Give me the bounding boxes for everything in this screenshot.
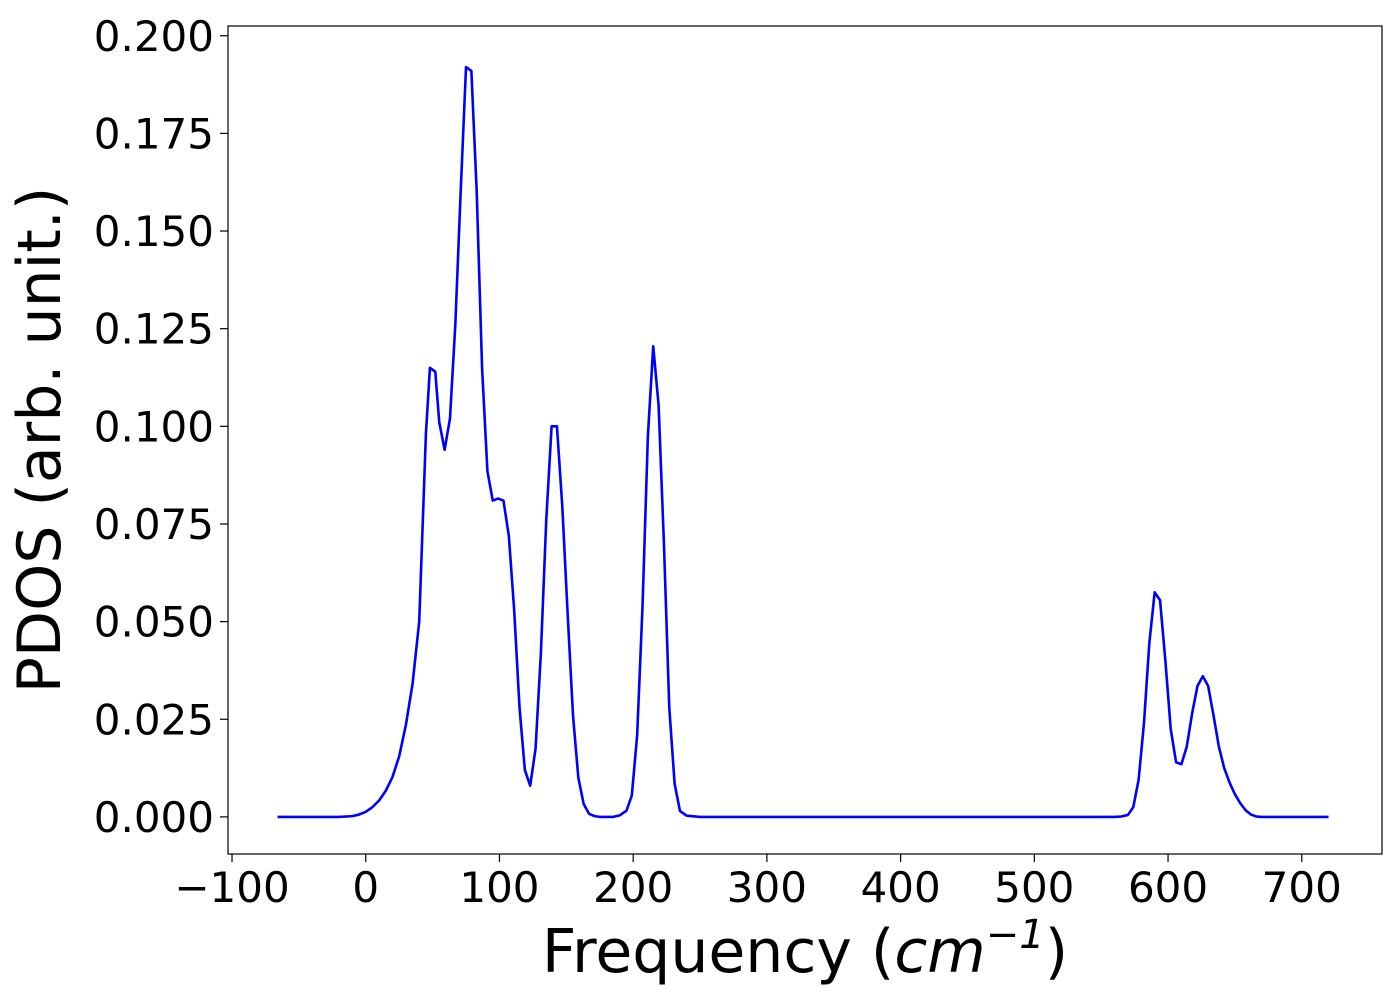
x-axis-ticks: −100 0 100 200 300 400 500 600 700 — [174, 854, 1342, 912]
plot-area-frame — [227, 25, 1383, 855]
y-tick-label: 0.175 — [94, 109, 214, 158]
y-tick-label: 0.200 — [94, 12, 214, 61]
x-tick-label: 700 — [1262, 863, 1342, 912]
x-tick-label: 500 — [994, 863, 1074, 912]
x-tick-label: 100 — [459, 863, 539, 912]
x-tick-label: 400 — [861, 863, 941, 912]
y-tick-label: 0.100 — [94, 402, 214, 451]
y-tick-label: 0.125 — [94, 305, 214, 354]
y-tick-label: 0.050 — [94, 598, 214, 647]
x-tick-label: −100 — [174, 863, 289, 912]
y-tick-label: 0.075 — [94, 500, 214, 549]
x-tick-label: 200 — [593, 863, 673, 912]
y-axis-label: PDOS (arb. unit.) — [5, 187, 75, 694]
y-tick-label: 0.150 — [94, 207, 214, 256]
x-tick-label: 600 — [1128, 863, 1208, 912]
x-tick-label: 0 — [352, 863, 379, 912]
pdos-series-line — [277, 65, 1329, 819]
x-tick-label: 300 — [727, 863, 807, 912]
x-axis-label: Frequency (cm−1) — [542, 912, 1068, 987]
y-axis-ticks: 0.000 0.025 0.050 0.075 0.100 0.125 0.150 0.175… — [94, 12, 228, 842]
y-tick-label: 0.025 — [94, 695, 214, 744]
y-tick-label: 0.000 — [94, 793, 214, 842]
